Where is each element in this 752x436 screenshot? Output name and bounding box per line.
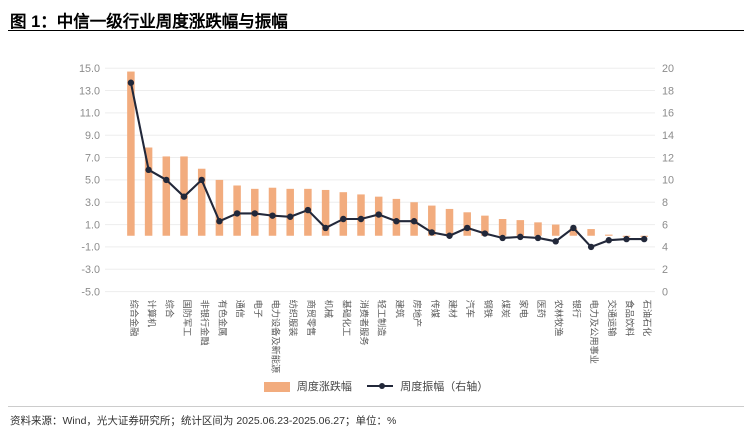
svg-text:16: 16 <box>662 108 674 120</box>
svg-text:6: 6 <box>662 219 668 231</box>
svg-text:2: 2 <box>662 264 668 276</box>
svg-text:建筑: 建筑 <box>394 300 405 318</box>
svg-text:食品饮料: 食品饮料 <box>625 300 636 337</box>
svg-text:煤炭: 煤炭 <box>501 300 512 318</box>
svg-text:20: 20 <box>662 63 674 75</box>
svg-text:13.0: 13.0 <box>79 85 100 97</box>
svg-text:汽车: 汽车 <box>465 300 476 318</box>
svg-text:7.0: 7.0 <box>85 152 100 164</box>
svg-text:电力及公用事业: 电力及公用事业 <box>589 300 600 364</box>
svg-text:电力设备及新能源: 电力设备及新能源 <box>271 300 282 374</box>
svg-text:5.0: 5.0 <box>85 175 100 187</box>
svg-text:石油石化: 石油石化 <box>642 300 653 337</box>
svg-text:15.0: 15.0 <box>79 63 100 75</box>
svg-text:9.0: 9.0 <box>85 130 100 142</box>
svg-text:家电: 家电 <box>518 300 529 318</box>
svg-text:14: 14 <box>662 130 674 142</box>
svg-text:轻工制造: 轻工制造 <box>377 300 388 337</box>
svg-text:10: 10 <box>662 175 674 187</box>
svg-text:银行: 银行 <box>571 300 582 318</box>
svg-text:基础化工: 基础化工 <box>341 300 352 337</box>
svg-text:钢铁: 钢铁 <box>483 300 494 318</box>
svg-text:综合金融: 综合金融 <box>129 300 140 337</box>
svg-text:房地产: 房地产 <box>412 300 423 328</box>
svg-text:传媒: 传媒 <box>430 300 441 318</box>
svg-text:8: 8 <box>662 197 668 209</box>
svg-text:综合: 综合 <box>164 300 175 318</box>
svg-text:机械: 机械 <box>324 300 335 318</box>
svg-text:交通运输: 交通运输 <box>607 300 618 337</box>
svg-text:3.0: 3.0 <box>85 197 100 209</box>
svg-text:有色金属: 有色金属 <box>217 300 228 337</box>
svg-text:-5.0: -5.0 <box>81 286 100 298</box>
svg-text:纺织服装: 纺织服装 <box>288 300 299 337</box>
svg-text:1.0: 1.0 <box>85 219 100 231</box>
svg-text:12: 12 <box>662 152 674 164</box>
svg-text:通信: 通信 <box>235 300 246 318</box>
svg-text:建材: 建材 <box>448 300 459 318</box>
svg-text:电子: 电子 <box>253 300 264 318</box>
svg-text:11.0: 11.0 <box>80 108 100 120</box>
svg-text:-1.0: -1.0 <box>81 242 100 254</box>
svg-text:4: 4 <box>662 242 668 254</box>
svg-text:计算机: 计算机 <box>147 300 158 328</box>
svg-text:消费者服务: 消费者服务 <box>359 300 370 346</box>
svg-text:商贸零售: 商贸零售 <box>306 300 317 337</box>
svg-text:-3.0: -3.0 <box>81 264 100 276</box>
svg-text:0: 0 <box>662 286 668 298</box>
svg-text:医药: 医药 <box>536 300 546 318</box>
svg-text:农林牧渔: 农林牧渔 <box>554 300 565 337</box>
svg-text:18: 18 <box>662 85 674 97</box>
svg-text:非银行金融: 非银行金融 <box>200 300 211 346</box>
svg-text:国防军工: 国防军工 <box>182 300 193 337</box>
